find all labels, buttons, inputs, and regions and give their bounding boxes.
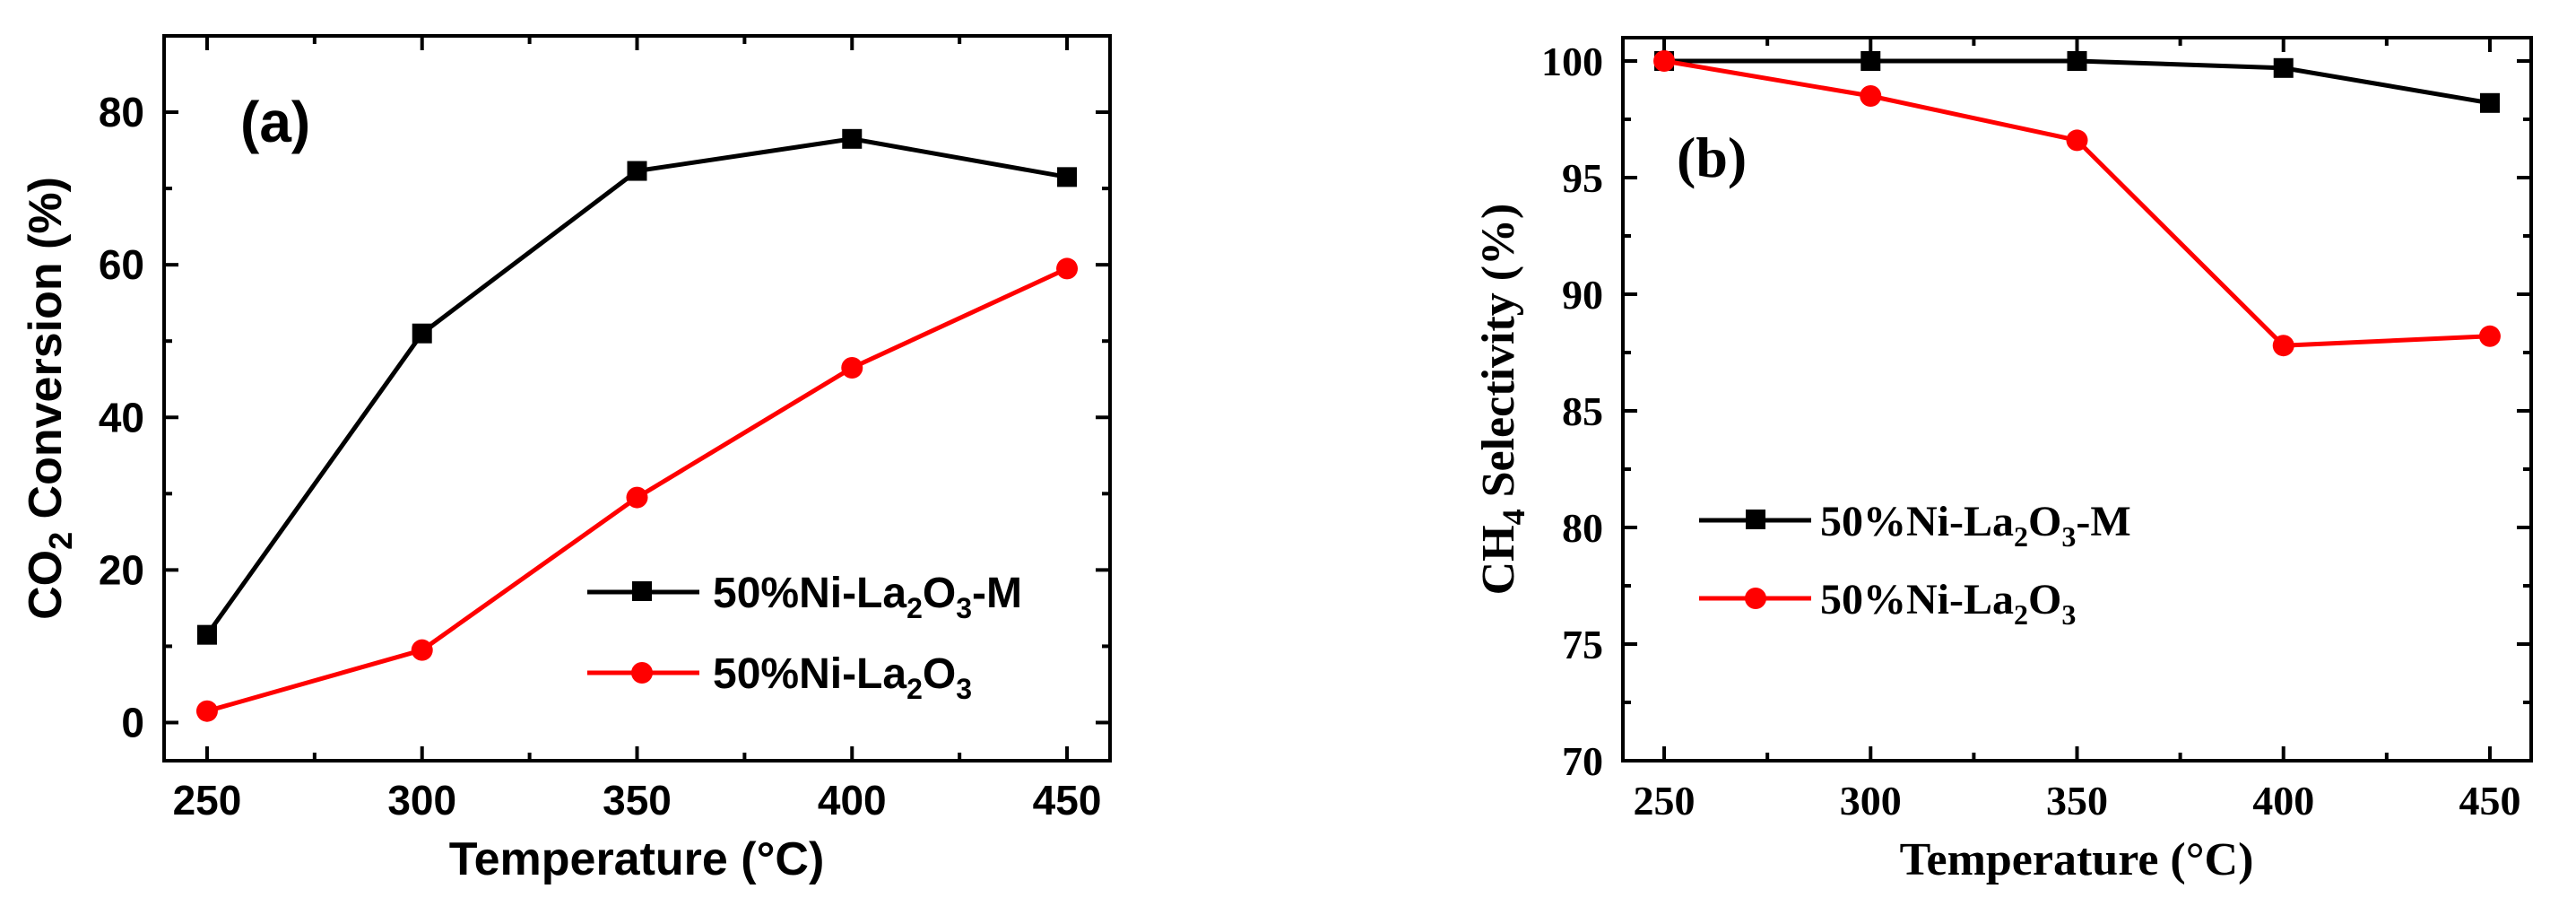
panel-label-a: (a) [240,90,310,154]
data-point-ni-la2o3-m-a [196,624,217,645]
data-point-ni-la2o3-a [1056,257,1079,280]
data-point-ni-la2o3-m-a [627,161,647,181]
data-point-ni-la2o3-a [626,486,648,509]
data-point-ni-la2o3-m-a [842,128,863,149]
series-layer-b [1653,50,2501,357]
y-tick-label-a: 40 [99,394,144,440]
data-point-ni-la2o3-m-b [1860,51,1881,71]
legend-label-m-a: 50%Ni-La2O3-M [713,570,1022,624]
data-point-ni-la2o3-b [1653,50,1676,72]
x-axis-label-a: Temperature (°C) [449,833,825,885]
x-tick-label-b: 350 [2046,778,2108,824]
x-tick-label-a: 400 [818,777,887,824]
y-tick-label-a: 20 [99,546,144,593]
y-tick-label-b: 95 [1562,155,1603,201]
data-point-ni-la2o3-b [1860,85,1882,107]
x-tick-label-b: 400 [2252,778,2314,824]
legend-b: 50%Ni-La2O3-M 50%Ni-La2O3 [1699,498,2131,631]
data-point-ni-la2o3-m-a [1057,167,1078,187]
legend-label-r-b: 50%Ni-La2O3 [1820,576,2076,631]
legend-marker-m-b [1746,510,1765,529]
x-tick-label-a: 450 [1033,777,1102,824]
series-line-ni-la2o3-m-a [204,136,1068,637]
x-tick-label-a: 350 [603,777,672,824]
x-tick-label-b: 300 [1840,778,1902,824]
y-tick-label-b: 70 [1562,738,1603,784]
legend-label-m-b: 50%Ni-La2O3-M [1820,498,2131,553]
panel-a: 250 300 350 400 450 0 20 40 60 80 (a) 50%Ni-La2O3… [20,34,1112,885]
data-point-ni-la2o3-m-b [2067,51,2087,71]
data-point-ni-la2o3-a [411,639,433,661]
y-axis-label-b: CH4 Selectivity (%) [1473,204,1531,596]
legend-marker-r-b [1745,588,1766,609]
legend-marker-r-a [631,662,653,684]
y-tick-label-b: 80 [1562,505,1603,551]
data-point-ni-la2o3-b [2272,335,2294,357]
x-tick-label-b: 250 [1634,778,1696,824]
series-line-ni-la2o3-b [1663,58,2491,348]
x-tick-label-a: 300 [387,777,456,824]
x-tick-label-b: 450 [2459,778,2520,824]
data-point-ni-la2o3-m-a [412,323,432,344]
y-axis-label-a: CO2 Conversion (%) [20,177,79,620]
data-point-ni-la2o3-b [2478,325,2501,347]
tick-marks-a: 250 300 350 400 450 0 20 40 60 80 [99,36,1110,824]
y-tick-label-a: 0 [121,699,144,745]
legend-label-r-a: 50%Ni-La2O3 [713,650,972,705]
data-point-ni-la2o3-a [195,700,218,722]
data-point-ni-la2o3-a [841,356,863,379]
y-tick-label-b: 100 [1541,39,1603,84]
data-point-ni-la2o3-m-b [2273,57,2294,78]
legend-marker-m-a [632,581,652,601]
legend-a: 50%Ni-La2O3-M 50%Ni-La2O3 [587,570,1022,705]
y-tick-label-b: 75 [1562,622,1603,667]
data-point-ni-la2o3-b [2066,129,2088,152]
y-tick-label-b: 90 [1562,272,1603,318]
data-point-ni-la2o3-m-b [2479,92,2500,113]
x-tick-label-a: 250 [173,777,242,824]
tick-marks-b: 250 300 350 400 450 70 75 80 85 90 95 100 [1541,38,2531,824]
y-tick-label-a: 60 [99,241,144,288]
x-axis-label-b: Temperature (°C) [1900,834,2254,885]
panel-label-b: (b) [1677,126,1747,189]
panel-b: 250 300 350 400 450 70 75 80 85 90 95 100 (b) 50%Ni… [1473,36,2533,885]
y-tick-label-a: 80 [99,89,144,135]
y-tick-label-b: 85 [1562,388,1603,434]
series-layer-a [195,128,1079,722]
